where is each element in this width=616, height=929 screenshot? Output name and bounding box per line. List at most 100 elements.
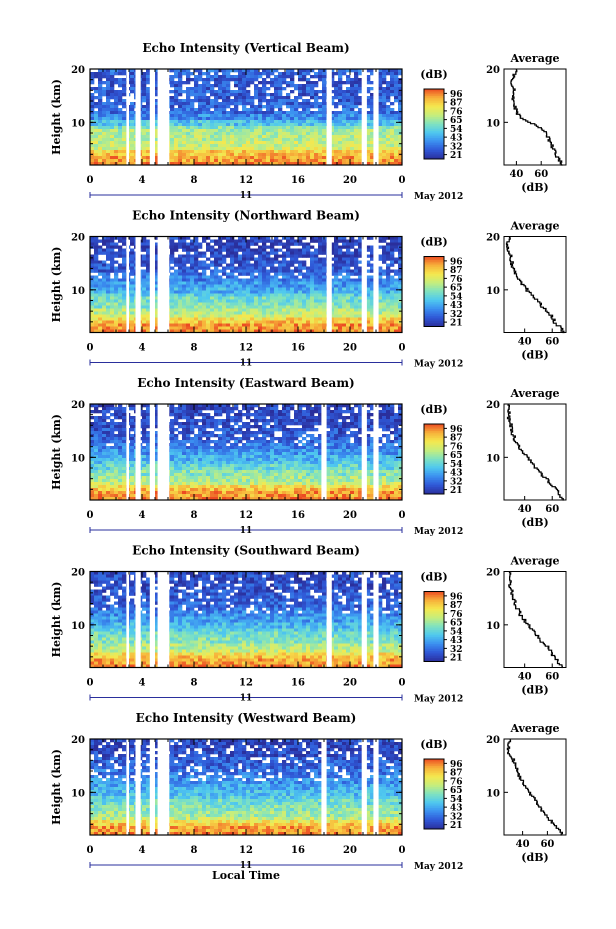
heatmap-cell — [314, 302, 319, 306]
heatmap-cell — [198, 129, 203, 133]
heatmap-cell — [270, 305, 275, 309]
heatmap-cell — [182, 132, 187, 136]
heatmap-cell — [314, 290, 319, 294]
heatmap-cell — [250, 248, 255, 252]
heatmap-cell — [250, 96, 255, 100]
heatmap-cell — [234, 320, 239, 324]
heatmap-cell — [254, 105, 259, 109]
heatmap-cell — [350, 105, 355, 109]
heatmap-cell — [214, 120, 219, 124]
heatmap-cell — [286, 75, 291, 79]
heatmap-cell — [118, 245, 123, 249]
heatmap-cell — [254, 120, 259, 124]
heatmap-cell — [378, 311, 383, 315]
heatmap-cell — [194, 281, 199, 285]
heatmap-cell — [306, 147, 311, 151]
heatmap-cell — [130, 102, 135, 106]
heatmap-cell — [390, 275, 395, 279]
heatmap-cell — [370, 135, 375, 139]
heatmap-cell — [202, 87, 207, 91]
heatmap-cell — [346, 254, 351, 258]
heatmap-cell — [330, 272, 335, 276]
heatmap-cell — [290, 105, 295, 109]
heatmap-cell — [194, 123, 199, 127]
heatmap-cell — [390, 245, 395, 249]
heatmap-cell — [386, 72, 391, 76]
heatmap-cell — [186, 75, 191, 79]
heatmap-cell — [314, 404, 319, 408]
heatmap-cell — [390, 323, 395, 327]
heatmap-cell — [254, 123, 259, 127]
heatmap-cell — [190, 150, 195, 154]
heatmap-cell — [390, 117, 395, 121]
heatmap-cell — [130, 329, 135, 333]
heatmap-cell — [350, 296, 355, 300]
heatmap-cell — [302, 299, 307, 303]
heatmap-cell — [98, 117, 103, 121]
heatmap-cell — [110, 260, 115, 264]
heatmap-cell — [98, 245, 103, 249]
heatmap-cell — [386, 302, 391, 306]
heatmap-cell — [334, 305, 339, 309]
heatmap-cell — [330, 290, 335, 294]
heatmap-cell — [194, 326, 199, 330]
heatmap-cell — [350, 150, 355, 154]
heatmap-cell — [182, 311, 187, 315]
heatmap-cell — [322, 102, 327, 106]
heatmap-cell — [314, 102, 319, 106]
heatmap-cell — [330, 404, 335, 408]
heatmap-cell — [130, 323, 135, 327]
heatmap-cell — [186, 257, 191, 261]
heatmap-cell — [178, 263, 183, 267]
heatmap-cell — [298, 135, 303, 139]
heatmap-cell — [170, 305, 175, 309]
heatmap-cell — [106, 69, 111, 73]
heatmap-cell — [366, 323, 371, 327]
heatmap-cell — [214, 156, 219, 160]
heatmap-cell — [110, 407, 115, 411]
heatmap-cell — [110, 305, 115, 309]
heatmap-cell — [218, 278, 223, 282]
heatmap-cell — [366, 275, 371, 279]
heatmap-cell — [342, 135, 347, 139]
heatmap-cell — [318, 102, 323, 106]
heatmap-cell — [238, 129, 243, 133]
heatmap-cell — [330, 111, 335, 115]
heatmap-cell — [178, 323, 183, 327]
heatmap-cell — [114, 90, 119, 94]
heatmap-cell — [106, 284, 111, 288]
heatmap-cell — [98, 159, 103, 163]
heatmap-cell — [286, 323, 291, 327]
heatmap-cell — [290, 278, 295, 282]
heatmap-cell — [194, 320, 199, 324]
heatmap-cell — [238, 111, 243, 115]
heatmap-cell — [370, 254, 375, 258]
heatmap-cell — [222, 87, 227, 91]
heatmap-cell — [314, 299, 319, 303]
heatmap-cell — [318, 311, 323, 315]
heatmap-cell — [190, 159, 195, 163]
heatmap-cell — [206, 120, 211, 124]
heatmap-cell — [102, 287, 107, 291]
heatmap-cell — [274, 281, 279, 285]
heatmap-cell — [214, 266, 219, 270]
heatmap-cell — [390, 102, 395, 106]
heatmap-cell — [226, 239, 231, 243]
heatmap-cell — [210, 129, 215, 133]
heatmap-cell — [198, 404, 203, 408]
heatmap-cell — [266, 281, 271, 285]
heatmap-cell — [118, 254, 123, 258]
heatmap-cell — [390, 147, 395, 151]
heatmap-cell — [250, 108, 255, 112]
heatmap-cell — [146, 257, 151, 261]
heatmap-cell — [262, 132, 267, 136]
heatmap-cell — [102, 162, 107, 166]
heatmap-cell — [346, 117, 351, 121]
heatmap-cell — [154, 308, 159, 312]
heatmap-cell — [214, 320, 219, 324]
heatmap-cell — [398, 263, 403, 267]
heatmap-cell — [230, 308, 235, 312]
heatmap-cell — [398, 404, 403, 408]
heatmap-cell — [94, 138, 99, 142]
heatmap-cell — [342, 311, 347, 315]
